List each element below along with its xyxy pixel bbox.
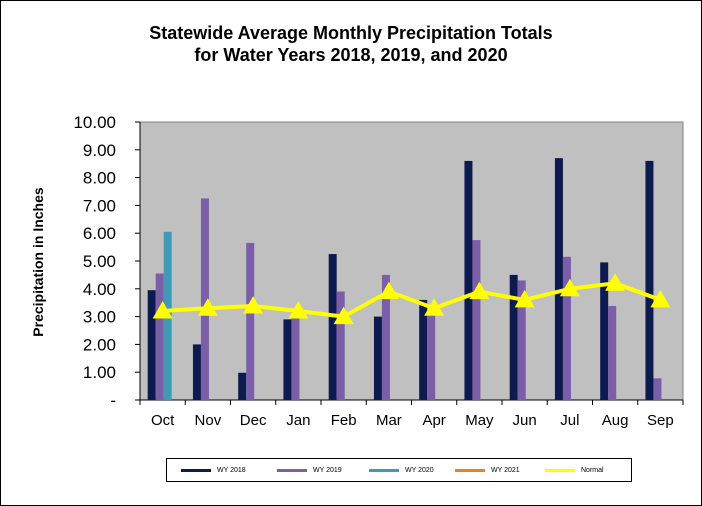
legend: WY 2018 WY 2019 WY 2020 WY 2021 Normal (166, 458, 632, 482)
bar-wy-2018 (509, 274, 518, 400)
y-tick-label: 2.00 (83, 335, 116, 354)
y-tick-label: 9.00 (83, 141, 116, 160)
y-tick-label: 8.00 (83, 169, 116, 188)
legend-label: Normal (581, 466, 604, 474)
y-tick-label: 10.00 (73, 113, 116, 132)
bar-wy-2018 (283, 319, 292, 400)
legend-swatch (455, 468, 485, 472)
normal-marker (333, 306, 354, 325)
bar-wy-2019 (517, 280, 526, 400)
y-tick-label: 4.00 (83, 280, 116, 299)
y-tick-label: 5.00 (83, 252, 116, 271)
legend-swatch (545, 468, 575, 472)
bar-wy-2019 (562, 256, 571, 400)
chart-title: Statewide Average Monthly Precipitation … (0, 22, 702, 66)
normal-marker (243, 296, 264, 314)
chart-title-line-2: for Water Years 2018, 2019, and 2020 (194, 45, 508, 65)
bar-wy-2018 (464, 160, 473, 400)
bar-wy-2019 (200, 198, 209, 400)
bar-wy-2018 (147, 290, 156, 400)
x-tick-label: Aug (602, 412, 629, 429)
bar-wy-2019 (381, 274, 390, 400)
x-tick-label: Dec (240, 412, 267, 429)
bar-wy-2019 (336, 291, 345, 400)
legend-item: WY 2019 (277, 459, 342, 481)
bar-wy-2018 (373, 316, 382, 400)
normal-marker (378, 281, 399, 300)
y-tick-label: 6.00 (83, 224, 116, 243)
normal-marker (424, 298, 445, 316)
x-tick-label: Feb (331, 412, 357, 429)
legend-label: WY 2019 (313, 466, 342, 474)
legend-item: WY 2020 (369, 459, 434, 481)
x-tick-label: Mar (376, 412, 402, 429)
bar-wy-2018 (328, 254, 337, 400)
bar-wy-2019 (246, 242, 255, 400)
normal-marker (197, 298, 218, 316)
normal-marker (469, 281, 490, 300)
x-tick-label: Apr (422, 412, 445, 429)
legend-label: WY 2020 (405, 466, 434, 474)
legend-label: WY 2021 (491, 466, 520, 474)
legend-swatch (181, 468, 211, 472)
normal-marker (559, 278, 580, 297)
x-tick-label: Jun (513, 412, 537, 429)
bar-wy-2018 (645, 160, 654, 400)
plot-background (139, 121, 684, 401)
legend-item: WY 2018 (181, 459, 246, 481)
normal-marker (152, 301, 173, 319)
x-tick-label: May (465, 412, 494, 429)
legend-label: WY 2018 (217, 466, 246, 474)
bar-wy-2018 (192, 344, 201, 400)
bar-wy-2019 (291, 311, 300, 400)
bar-wy-2018 (600, 262, 609, 400)
chart-title-line-1: Statewide Average Monthly Precipitation … (149, 23, 553, 43)
normal-marker (514, 289, 535, 308)
normal-marker (605, 273, 626, 291)
bar-wy-2019 (155, 273, 164, 400)
x-tick-label: Sep (647, 412, 674, 429)
bar-wy-2018 (238, 372, 247, 400)
x-tick-label: Nov (195, 412, 222, 429)
bar-wy-2019 (653, 378, 662, 400)
x-tick-label: Oct (151, 412, 175, 429)
normal-marker (650, 289, 671, 308)
x-tick-label: Jul (560, 412, 579, 429)
normal-line (162, 281, 662, 319)
bar-wy-2019 (472, 240, 481, 400)
y-tick-label: 1.00 (83, 363, 116, 382)
y-tick-label: 3.00 (83, 308, 116, 327)
bar-wy-2019 (608, 306, 617, 400)
legend-item: Normal (545, 459, 604, 481)
y-tick-label: - (110, 391, 116, 410)
x-tick-label: Jan (286, 412, 310, 429)
legend-item: WY 2021 (455, 459, 520, 481)
legend-swatch (369, 468, 399, 472)
normal-marker (288, 301, 309, 319)
bar-wy-2019 (427, 311, 436, 400)
bar-wy-2018 (554, 158, 563, 400)
bar-wy-2018 (419, 299, 428, 400)
y-tick-label: 7.00 (83, 196, 116, 215)
legend-swatch (277, 468, 307, 472)
